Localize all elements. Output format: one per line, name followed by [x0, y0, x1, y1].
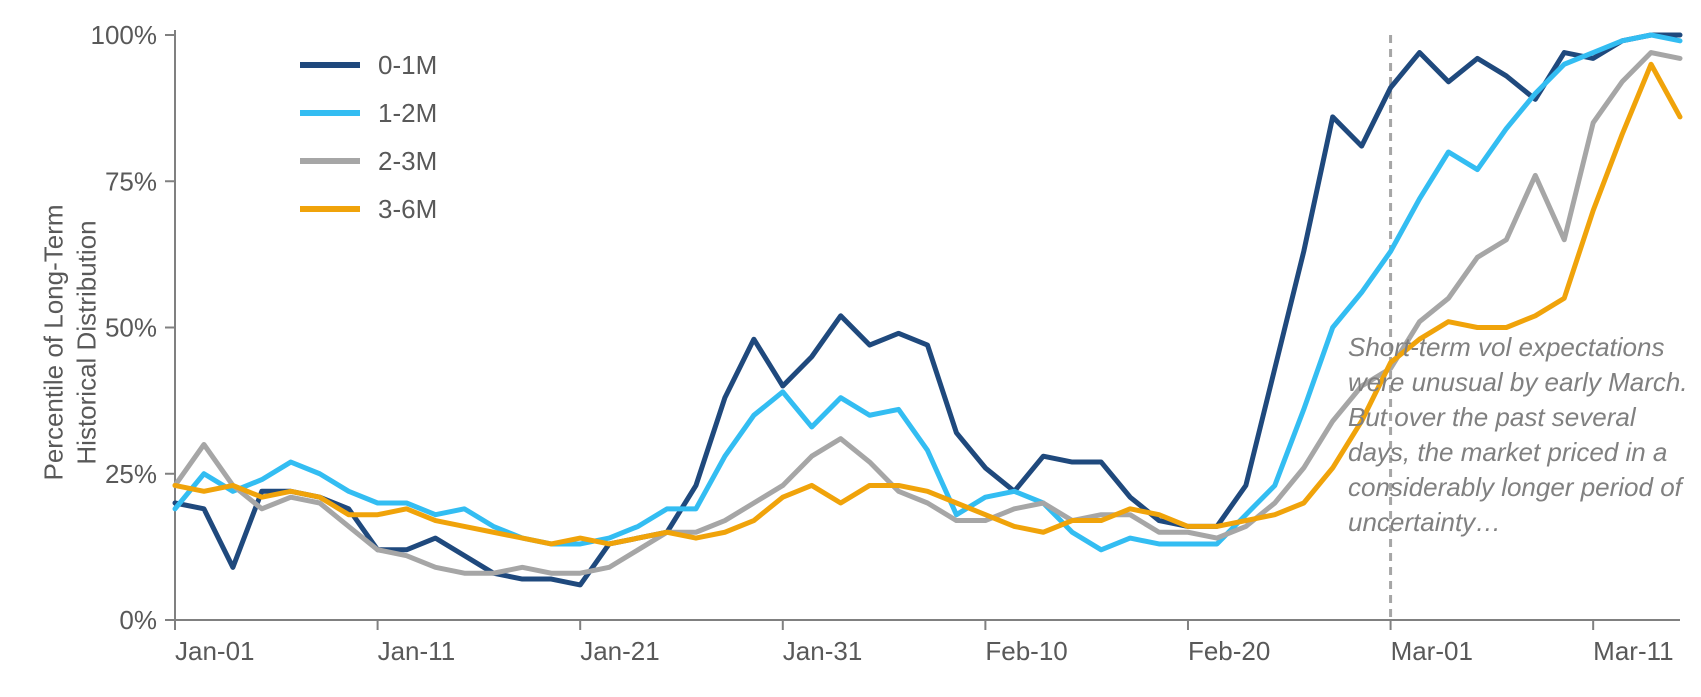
y-tick-label: 50% — [105, 313, 157, 343]
x-tick-label: Jan-31 — [783, 636, 863, 666]
x-tick-label: Mar-11 — [1593, 636, 1673, 666]
y-tick-label: 0% — [119, 605, 157, 635]
legend-swatch — [300, 110, 360, 116]
legend-swatch — [300, 62, 360, 68]
y-tick-label: 25% — [105, 459, 157, 489]
x-tick-label: Jan-11 — [378, 636, 456, 666]
x-tick-label: Jan-21 — [580, 636, 660, 666]
y-tick-label: 100% — [91, 20, 158, 50]
y-axis-label: Percentile of Long-Term Historical Distr… — [38, 183, 103, 503]
legend-swatch — [300, 158, 360, 164]
vol-percentile-chart: Percentile of Long-Term Historical Distr… — [0, 0, 1701, 692]
x-tick-label: Feb-10 — [985, 636, 1067, 666]
y-tick-label: 75% — [105, 166, 157, 196]
legend-label: 1-2M — [378, 98, 437, 128]
x-tick-label: Feb-20 — [1188, 636, 1270, 666]
legend-label: 0-1M — [378, 50, 437, 80]
legend-swatch — [300, 206, 360, 212]
x-tick-label: Mar-01 — [1391, 636, 1473, 666]
legend-label: 3-6M — [378, 194, 437, 224]
legend-label: 2-3M — [378, 146, 437, 176]
annotation-text: Short-term vol expectations were unusual… — [1348, 330, 1688, 541]
x-tick-label: Jan-01 — [175, 636, 255, 666]
